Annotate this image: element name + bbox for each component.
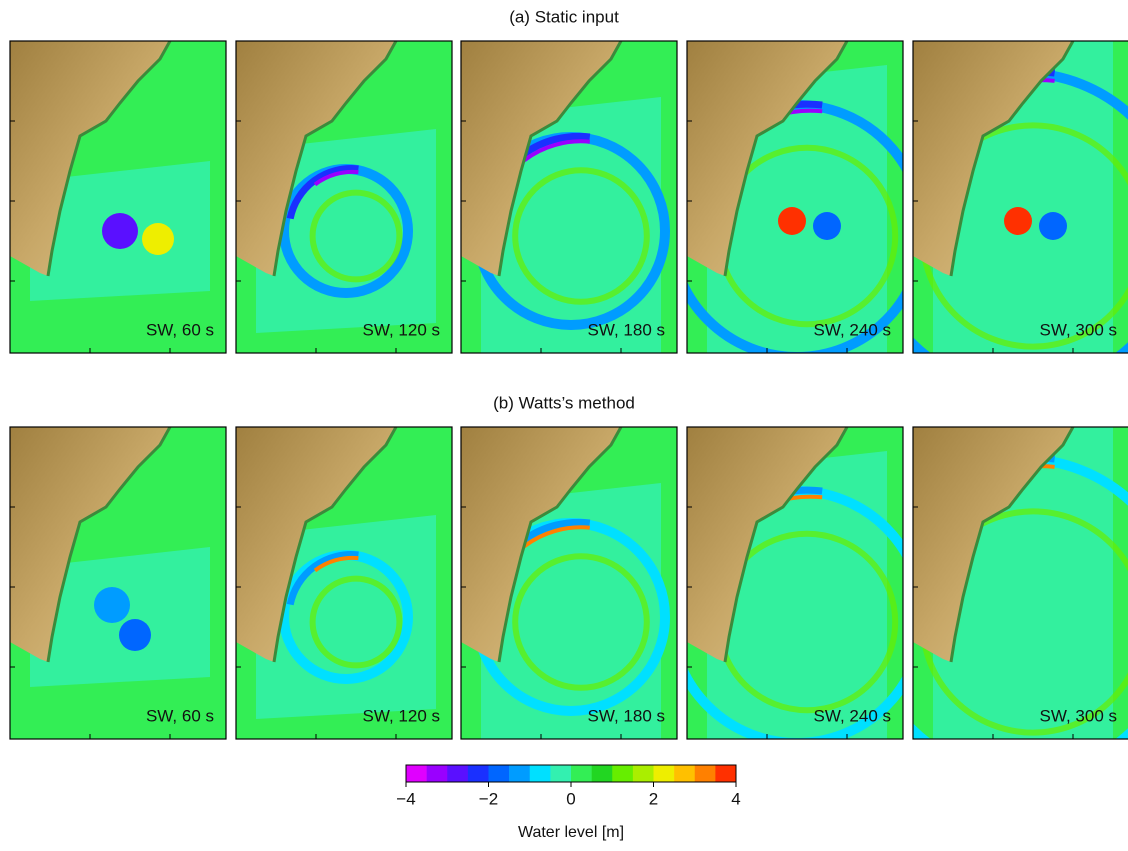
colorbar-swatch	[674, 765, 695, 782]
panel-label: SW, 300 s	[1040, 706, 1117, 725]
colorbar-swatch	[571, 765, 592, 782]
colorbar-tick-label: −4	[396, 789, 415, 808]
colorbar-swatch	[715, 765, 736, 782]
map-panel	[236, 41, 452, 353]
wave	[813, 212, 841, 240]
map-panel	[671, 41, 923, 397]
colorbar-swatch	[427, 765, 448, 782]
panel-label: SW, 180 s	[588, 320, 665, 339]
colorbar-swatch	[447, 765, 468, 782]
map-panel	[10, 41, 226, 353]
colorbar-swatch	[550, 765, 571, 782]
colorbar-swatch	[592, 765, 613, 782]
colorbar-swatch	[489, 765, 510, 782]
colorbar-swatch	[633, 765, 654, 782]
wave	[1039, 212, 1067, 240]
wave	[142, 223, 174, 255]
wave	[119, 619, 151, 651]
panel-label: SW, 60 s	[146, 320, 214, 339]
map-panel	[461, 427, 677, 751]
colorbar-tick-label: −2	[479, 789, 498, 808]
wave	[778, 207, 806, 235]
colorbar-swatch	[468, 765, 489, 782]
panel-label: SW, 180 s	[588, 706, 665, 725]
colorbar-swatch	[654, 765, 675, 782]
colorbar-swatch	[406, 765, 427, 782]
colorbar-tick-label: 2	[649, 789, 658, 808]
wave	[102, 213, 138, 249]
colorbar-swatch	[612, 765, 633, 782]
panel-label: SW, 300 s	[1040, 320, 1117, 339]
panel-label: SW, 60 s	[146, 706, 214, 725]
colorbar-swatch	[509, 765, 530, 782]
figure: (a) Static input SW, 60 s SW, 120 s SW, 180…	[0, 0, 1128, 846]
map-panel	[865, 419, 1128, 815]
colorbar-label: Water level [m]	[518, 824, 624, 841]
row-title: (b) Watts’s method	[493, 393, 635, 412]
wave	[1004, 207, 1032, 235]
panel-label: SW, 120 s	[363, 706, 440, 725]
row-title: (a) Static input	[509, 7, 619, 26]
map-panel	[461, 41, 677, 365]
map-panel	[671, 427, 923, 783]
panel-label: SW, 240 s	[814, 706, 891, 725]
colorbar-swatch	[530, 765, 551, 782]
colorbar-tick-label: 0	[566, 789, 575, 808]
colorbar-tick-label: 4	[731, 789, 740, 808]
panel-label: SW, 240 s	[814, 320, 891, 339]
colorbar-swatch	[695, 765, 716, 782]
map-panel	[236, 427, 452, 739]
wave	[94, 587, 130, 623]
map-panel	[865, 33, 1128, 429]
map-panel	[10, 427, 226, 739]
panel-label: SW, 120 s	[363, 320, 440, 339]
